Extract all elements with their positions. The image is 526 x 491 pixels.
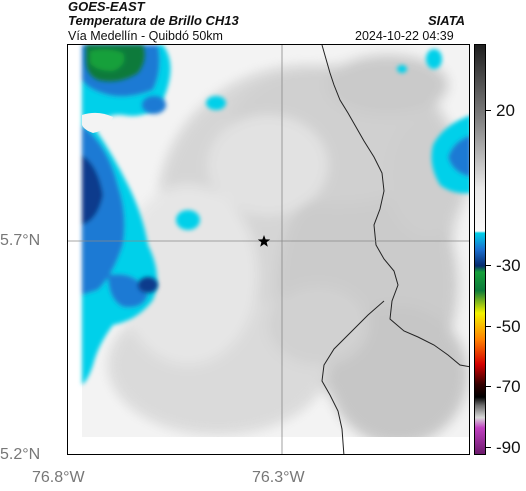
no-data-left [68, 45, 82, 454]
colorbar-tick-label: -90 [496, 438, 521, 457]
colorbar-tick-mark [485, 386, 491, 387]
lon-tick: 76.3°W [252, 469, 305, 486]
gray-cloud-field [108, 55, 468, 445]
colorbar-tick-label: -50 [496, 317, 521, 336]
lat-tick: 5.7°N [0, 232, 41, 249]
department-boundary [321, 45, 469, 368]
star-marker [257, 235, 271, 247]
colorbar-tick-mark [485, 110, 491, 111]
product-title: Temperatura de Brillo CH13 [68, 13, 239, 28]
green-core-north [86, 45, 145, 82]
white-gap-west [82, 112, 113, 133]
cold-cloud-west [82, 45, 171, 385]
satellite-map [67, 44, 470, 455]
satellite-title: GOES-EAST [68, 0, 145, 14]
river-boundary [321, 300, 385, 454]
lat-tick: 5.2°N [0, 446, 41, 463]
no-data-strip [68, 437, 469, 454]
colorbar-tick-label: -30 [496, 256, 521, 275]
organization-label: SIATA [428, 13, 466, 28]
cold-cloud-east [431, 115, 469, 194]
colorbar-tick-label: 20 [496, 101, 515, 120]
colorbar-tick-mark [485, 447, 491, 448]
colorbar-tick-mark [485, 326, 491, 327]
colorbar [474, 44, 486, 455]
timestamp-label: 2024-10-22 04:39 [355, 29, 454, 43]
colorbar-tick-label: -70 [496, 377, 521, 396]
region-subtitle: Vía Medellín - Quibdó 50km [68, 29, 223, 43]
colorbar-tick-mark [485, 265, 491, 266]
small-cells [138, 49, 442, 293]
lon-tick: 76.8°W [32, 469, 85, 486]
